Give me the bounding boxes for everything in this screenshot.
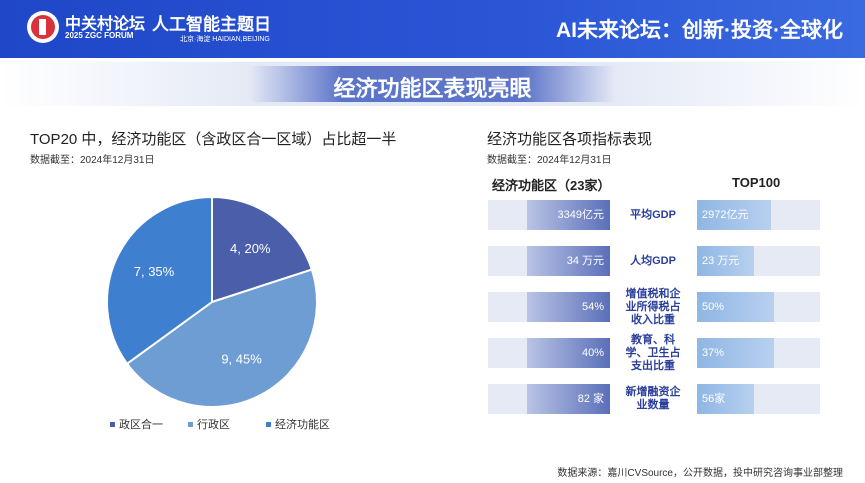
value-label: 54% [581,301,604,313]
bar [697,384,755,414]
bar [527,246,610,276]
value-label: 50% [702,301,725,313]
location: 北京·海淀 HAIDIAN,BEIJING [180,36,270,43]
value-label: 3349亿元 [557,209,604,221]
category-label: 人均GDP [630,255,676,267]
logo-icon [27,11,59,43]
slice-label: 4, 20% [230,241,271,256]
series-header: TOP100 [732,175,781,190]
value-label: 2972亿元 [702,209,749,221]
bar [527,384,610,414]
value-label: 56家 [702,393,726,405]
bar [697,246,754,276]
bar [697,292,775,322]
legend-label: 经济功能区 [275,417,330,431]
slide-title: 经济功能区表现亮眼 [333,76,532,101]
value-label: 37% [702,347,725,359]
compare-title: 经济功能区各项指标表现 [487,131,653,148]
pie-chart: 4, 20% 政区合一 9, 45% 行政区 7, 35% 经济功能区 [106,195,330,431]
legend-swatch [188,422,193,427]
value-label: 23 万元 [702,255,740,267]
legend-label: 行政区 [197,417,230,431]
bar [527,200,610,230]
logo-sub: 2025 ZGC FORUM [65,31,134,40]
category-label: 增值税和企业所得税占收入比重 [625,287,681,326]
bar [697,200,772,230]
value-label: 82 家 [577,393,604,405]
slogan: AI未来论坛：创新·投资·全球化 [556,19,843,42]
source: 数据来源：嘉川CVSource，公开数据，投中研究咨询事业部整理 [557,468,843,479]
category-label: 教育、科学、卫生占支出比重 [625,333,681,372]
logo-name: 中关村论坛 [65,16,146,33]
pie-slice [211,195,314,304]
slice-label: 7, 35% [134,264,175,279]
compare-subtitle: 数据截至：2024年12月31日 [487,155,612,166]
value-label: 34 万元 [566,255,604,267]
category-label: 平均GDP [630,209,676,221]
title-bar: 经济功能区表现亮眼 [0,62,865,106]
pie-slice [106,195,213,366]
bar [527,292,610,322]
series-header: 经济功能区（23家） [492,178,611,193]
bar [527,338,610,368]
legend-label: 政区合一 [119,417,163,431]
legend-swatch [110,422,115,427]
category-label: 新增融资企业数量 [625,386,681,411]
pie-subtitle: 数据截至：2024年12月31日 [30,155,155,166]
pie-slice [125,268,318,408]
legend-swatch [266,422,271,427]
pie-title: TOP20 中，经济功能区（含政区合一区域）占比超一半 [30,131,397,148]
event: 人工智能主题日 [152,15,271,34]
header: 中关村论坛 2025 ZGC FORUM 人工智能主题日 北京·海淀 HAIDI… [0,0,865,58]
bar [697,338,775,368]
slice-label: 9, 45% [221,351,262,366]
value-label: 40% [581,347,604,359]
